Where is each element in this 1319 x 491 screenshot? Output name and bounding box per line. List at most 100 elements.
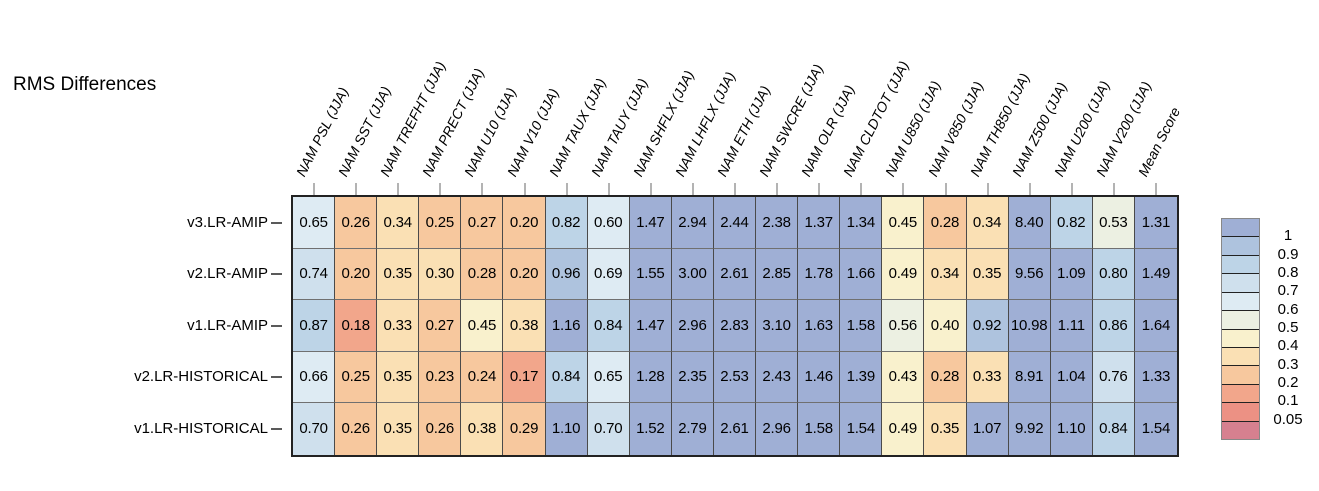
column-tick (355, 183, 358, 195)
heatmap-cell: 2.61 (713, 403, 757, 455)
heatmap-cell: 1.07 (966, 403, 1009, 455)
heatmap-cell: 0.35 (377, 403, 420, 455)
heatmap-cell: 1.54 (840, 403, 883, 455)
heatmap-cell: 0.56 (882, 300, 925, 352)
colorbar-tick-label: 1 (1283, 227, 1293, 245)
heatmap-cell: 1.54 (1134, 403, 1177, 455)
heatmap-cell: 1.78 (798, 248, 841, 300)
heatmap-cell: 0.26 (335, 197, 378, 249)
colorbar-segment (1222, 310, 1259, 329)
heatmap-cell: 0.34 (966, 197, 1009, 249)
heatmap-cell: 2.53 (713, 351, 757, 403)
heatmap-cell: 0.49 (882, 403, 925, 455)
heatmap-cell: 0.86 (1092, 300, 1135, 352)
heatmap-cell: 2.94 (671, 197, 714, 249)
colorbar-segment (1222, 420, 1259, 440)
heatmap-cell: 0.23 (419, 351, 462, 403)
heatmap-cell: 0.20 (335, 248, 378, 300)
colorbar-tick-label: 0.1 (1277, 392, 1299, 410)
heatmap-cell: 0.84 (545, 351, 588, 403)
heatmap-cell: 2.35 (671, 351, 714, 403)
heatmap-cell: 9.56 (1008, 248, 1051, 300)
column-tick (818, 183, 821, 195)
heatmap-cell: 0.29 (503, 403, 546, 455)
heatmap-cell: 0.25 (419, 197, 462, 249)
heatmap-cell: 0.76 (1092, 351, 1135, 403)
heatmap-cell: 0.27 (419, 300, 462, 352)
column-tick (776, 183, 779, 195)
heatmap-grid: 0.65 0.26 0.34 0.25 0.27 0.20 0.82 0.60 1.47 2.94… (291, 195, 1179, 457)
colorbar-tick-label: 0.9 (1277, 245, 1299, 263)
heatmap-cell: 1.58 (798, 403, 841, 455)
heatmap-cell: 0.20 (503, 197, 546, 249)
heatmap-cell: 0.45 (882, 197, 925, 249)
heatmap-cell: 0.35 (377, 248, 420, 300)
heatmap-cell: 0.45 (461, 300, 504, 352)
heatmap-cell: 0.28 (924, 197, 967, 249)
row-label: v2.LR-AMIP (187, 265, 268, 283)
heatmap-cell: 1.33 (1134, 351, 1177, 403)
colorbar-tick-label: 0.7 (1277, 282, 1299, 300)
heatmap-cell: 0.84 (1092, 403, 1135, 455)
column-tick (1028, 183, 1031, 195)
heatmap-cell: 0.28 (924, 351, 967, 403)
column-tick (944, 183, 947, 195)
heatmap-cell: 0.87 (293, 300, 336, 352)
heatmap-cell: 0.18 (335, 300, 378, 352)
heatmap-cell: 1.58 (840, 300, 883, 352)
heatmap-cell: 0.49 (882, 248, 925, 300)
column-tick (481, 183, 484, 195)
column-tick (607, 183, 610, 195)
heatmap-cell: 1.39 (840, 351, 883, 403)
column-header-label: Mean Score (1134, 104, 1184, 179)
column-tick (734, 183, 737, 195)
heatmap-cell: 0.26 (419, 403, 462, 455)
heatmap-cell: 0.92 (966, 300, 1009, 352)
heatmap-cell: 0.53 (1092, 197, 1135, 249)
heatmap-cell: 1.10 (545, 403, 588, 455)
heatmap-cell: 0.28 (461, 248, 504, 300)
heatmap-cell: 0.20 (503, 248, 546, 300)
colorbar-segment (1222, 219, 1259, 237)
heatmap-cell: 1.47 (629, 300, 672, 352)
row-label: v2.LR-HISTORICAL (134, 368, 268, 386)
heatmap-cell: 10.98 (1008, 300, 1051, 352)
heatmap-cell: 0.80 (1092, 248, 1135, 300)
heatmap-cell: 0.33 (377, 300, 420, 352)
heatmap-cell: 1.52 (629, 403, 672, 455)
heatmap-cell: 0.74 (293, 248, 336, 300)
heatmap-cell: 1.31 (1134, 197, 1177, 249)
heatmap-cell: 0.82 (1050, 197, 1093, 249)
heatmap-cell: 0.82 (545, 197, 588, 249)
heatmap-cell: 1.46 (798, 351, 841, 403)
row-tick (271, 273, 282, 276)
colorbar-tick-label: 0.3 (1277, 355, 1299, 373)
colorbar-tick-label: 0.6 (1277, 300, 1299, 318)
heatmap-cell: 0.65 (587, 351, 630, 403)
heatmap-cell: 0.70 (293, 403, 336, 455)
column-tick (691, 183, 694, 195)
row-label: v1.LR-HISTORICAL (134, 419, 268, 437)
heatmap-cell: 2.83 (713, 300, 757, 352)
row-tick (271, 376, 282, 379)
heatmap-cell: 1.63 (798, 300, 841, 352)
heatmap-cell: 8.40 (1008, 197, 1051, 249)
heatmap-cell: 0.17 (503, 351, 546, 403)
heatmap-cell: 0.43 (882, 351, 925, 403)
colorbar-segment (1222, 291, 1259, 311)
heatmap-cell: 3.10 (756, 300, 799, 352)
column-tick (1155, 183, 1158, 195)
heatmap-cell: 0.38 (503, 300, 546, 352)
row-tick (271, 324, 282, 327)
heatmap-cell: 2.43 (756, 351, 799, 403)
heatmap-cell: 1.28 (629, 351, 672, 403)
column-tick (439, 183, 442, 195)
heatmap-cell: 0.34 (924, 248, 967, 300)
heatmap-cell: 0.60 (587, 197, 630, 249)
heatmap-cell: 0.27 (461, 197, 504, 249)
column-tick (1112, 183, 1115, 195)
heatmap-cell: 0.26 (335, 403, 378, 455)
heatmap-cell: 2.38 (756, 197, 799, 249)
colorbar-segment (1222, 383, 1259, 403)
column-tick (313, 183, 316, 195)
